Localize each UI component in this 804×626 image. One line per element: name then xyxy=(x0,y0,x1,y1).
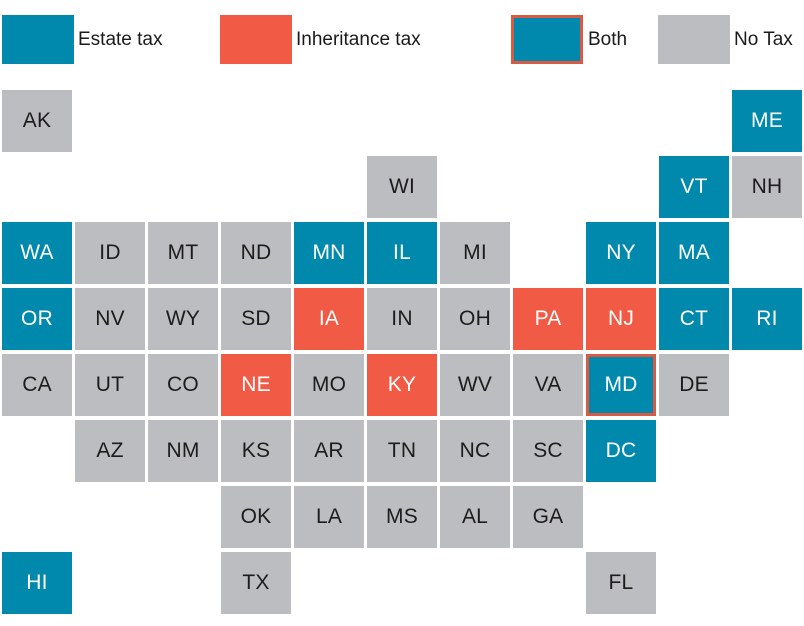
state-tile-tn: TN xyxy=(367,420,437,482)
state-tile-oh: OH xyxy=(440,288,510,350)
state-tile-al: AL xyxy=(440,486,510,548)
state-tile-ak: AK xyxy=(2,90,72,152)
state-tile-co: CO xyxy=(148,354,218,416)
state-tile-la: LA xyxy=(294,486,364,548)
state-tile-nj: NJ xyxy=(586,288,656,350)
state-tile-mo: MO xyxy=(294,354,364,416)
legend-label-inheritance-tax: Inheritance tax xyxy=(296,29,421,50)
legend-swatch-both xyxy=(511,15,583,64)
state-tile-ca: CA xyxy=(2,354,72,416)
state-tile-ut: UT xyxy=(75,354,145,416)
state-tile-il: IL xyxy=(367,222,437,284)
state-tile-or: OR xyxy=(2,288,72,350)
state-tile-md: MD xyxy=(586,354,656,416)
state-tile-ar: AR xyxy=(294,420,364,482)
state-tile-ny: NY xyxy=(586,222,656,284)
state-tile-va: VA xyxy=(513,354,583,416)
state-tile-mt: MT xyxy=(148,222,218,284)
state-tile-wi: WI xyxy=(367,156,437,218)
state-tile-pa: PA xyxy=(513,288,583,350)
state-tile-ma: MA xyxy=(659,222,729,284)
state-tile-sd: SD xyxy=(221,288,291,350)
legend-label-both: Both xyxy=(588,29,628,50)
state-tile-hi: HI xyxy=(2,552,72,614)
state-tile-nc: NC xyxy=(440,420,510,482)
state-tile-in: IN xyxy=(367,288,437,350)
legend-swatch-inheritance-tax xyxy=(220,15,292,64)
legend-swatch-no-tax xyxy=(658,15,730,64)
state-tile-vt: VT xyxy=(659,156,729,218)
state-tile-ks: KS xyxy=(221,420,291,482)
state-tile-nh: NH xyxy=(732,156,802,218)
state-tile-ia: IA xyxy=(294,288,364,350)
state-tile-nd: ND xyxy=(221,222,291,284)
state-tile-ct: CT xyxy=(659,288,729,350)
state-tile-nm: NM xyxy=(148,420,218,482)
state-tile-sc: SC xyxy=(513,420,583,482)
state-tile-az: AZ xyxy=(75,420,145,482)
state-tile-ri: RI xyxy=(732,288,802,350)
state-tile-mi: MI xyxy=(440,222,510,284)
state-tile-mn: MN xyxy=(294,222,364,284)
state-tile-ga: GA xyxy=(513,486,583,548)
legend-label-estate-tax: Estate tax xyxy=(78,29,163,50)
state-tile-ms: MS xyxy=(367,486,437,548)
state-tile-wy: WY xyxy=(148,288,218,350)
legend-swatch-estate-tax xyxy=(2,15,74,64)
state-tile-de: DE xyxy=(659,354,729,416)
state-tile-fl: FL xyxy=(586,552,656,614)
state-tile-wv: WV xyxy=(440,354,510,416)
state-tile-id: ID xyxy=(75,222,145,284)
state-tile-me: ME xyxy=(732,90,802,152)
state-tile-ne: NE xyxy=(221,354,291,416)
state-tile-ok: OK xyxy=(221,486,291,548)
state-tile-ky: KY xyxy=(367,354,437,416)
state-tile-tx: TX xyxy=(221,552,291,614)
state-tile-dc: DC xyxy=(586,420,656,482)
state-tile-wa: WA xyxy=(2,222,72,284)
legend-label-no-tax: No Tax xyxy=(734,29,793,50)
state-tile-nv: NV xyxy=(75,288,145,350)
